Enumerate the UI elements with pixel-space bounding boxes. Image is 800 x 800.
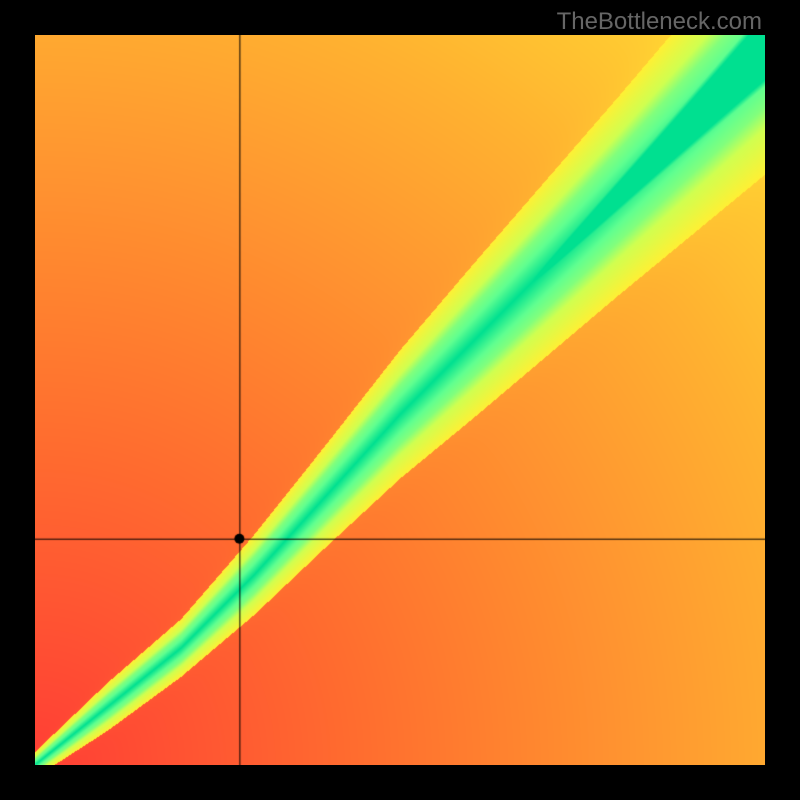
chart-container xyxy=(35,35,765,765)
bottleneck-heatmap xyxy=(35,35,765,765)
watermark-text: TheBottleneck.com xyxy=(557,8,762,36)
